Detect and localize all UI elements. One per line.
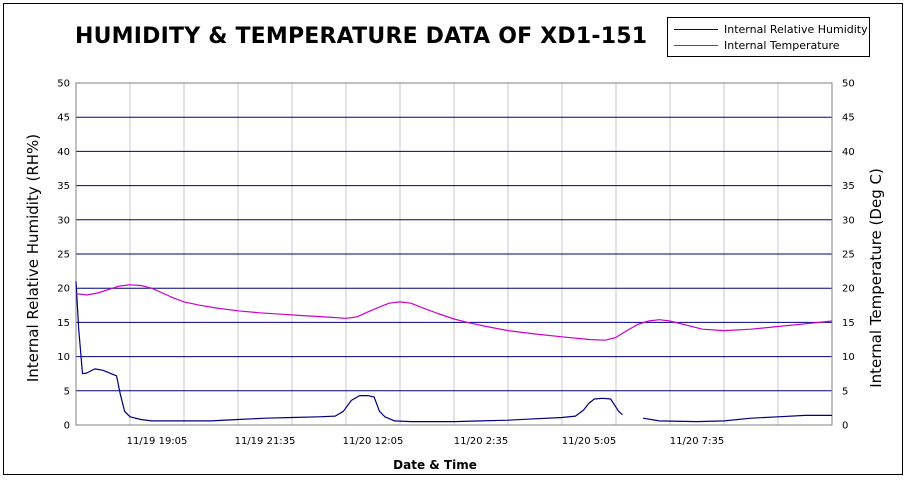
y-tick-label-right: 5 [842,386,848,397]
x-tick-label: 11/20 7:35 [670,436,724,447]
y-tick-label-left: 0 [64,421,70,432]
y-tick-label-right: 30 [842,215,855,226]
series-line-humidity [642,414,832,423]
y-tick-label-right: 40 [842,147,855,158]
legend-label-humidity: Internal Relative Humidity [724,22,868,36]
y-tick-label-right: 10 [842,352,855,363]
y-tick-label-left: 20 [57,284,70,295]
x-tick-label: 11/20 2:35 [454,436,508,447]
chart-legend: Internal Relative Humidity Internal Temp… [667,17,870,57]
legend-swatch-humidity [674,28,718,30]
legend-label-temperature: Internal Temperature [724,38,840,52]
series-line-temperature [75,284,833,341]
y-tick-label-left: 30 [57,215,70,226]
chart-frame [3,3,903,475]
y-tick-label-right: 15 [842,318,855,329]
y-tick-label-right: 50 [842,79,855,90]
y-tick-label-left: 25 [57,250,70,261]
x-tick-label: 11/19 21:35 [235,436,296,447]
y-tick-label-right: 0 [842,421,848,432]
y-tick-label-right: 25 [842,250,855,261]
y-tick-label-left: 50 [57,79,70,90]
y-tick-label-right: 45 [842,113,855,124]
legend-item-humidity: Internal Relative Humidity [674,22,868,36]
chart-title: HUMIDITY & TEMPERATURE DATA OF XD1-151 [75,24,648,49]
x-axis-label: Date & Time [393,458,477,472]
series-line-humidity [75,281,623,423]
x-tick-label: 11/20 5:05 [562,436,616,447]
y-tick-label-left: 5 [64,386,70,397]
legend-swatch-temperature [674,44,718,46]
y-tick-label-left: 10 [57,352,70,363]
x-tick-label: 11/20 12:05 [343,436,404,447]
y-tick-label-left: 35 [57,181,70,192]
y-tick-label-left: 45 [57,113,70,124]
y-tick-label-left: 15 [57,318,70,329]
plot-border [75,82,833,426]
x-tick-label: 11/19 19:05 [127,436,188,447]
y-tick-label-right: 35 [842,181,855,192]
y-tick-label-left: 40 [57,147,70,158]
y-tick-label-right: 20 [842,284,855,295]
legend-item-temperature: Internal Temperature [674,38,840,52]
